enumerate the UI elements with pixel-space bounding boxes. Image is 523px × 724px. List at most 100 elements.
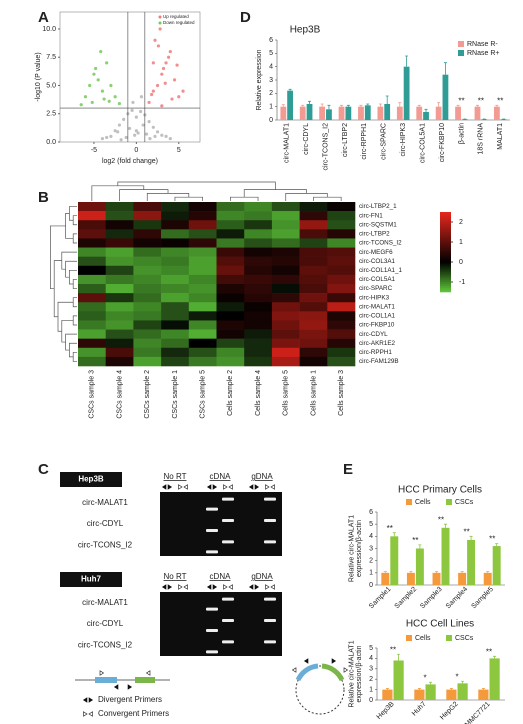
- gel-row: circ-MALAT1: [82, 498, 128, 507]
- gel-band: [206, 629, 218, 632]
- colorbar-segment: [440, 230, 451, 233]
- bar: [489, 658, 500, 700]
- point: [134, 115, 138, 119]
- heat-cell: [161, 211, 190, 221]
- y-tick-label: 3: [369, 545, 373, 552]
- significance: **: [412, 536, 418, 545]
- row-label: circ-HIPK3: [359, 294, 390, 301]
- colorbar-segment: [440, 238, 451, 241]
- heat-cell: [188, 265, 217, 276]
- bar: [406, 572, 415, 585]
- significance: **: [438, 515, 444, 524]
- chart-title: HCC Primary Cells: [398, 485, 482, 496]
- heat-cell: [271, 274, 300, 285]
- heat-cell: [105, 229, 134, 239]
- y-tick-label: 4: [269, 64, 273, 71]
- heat-cell: [299, 274, 328, 285]
- y-axis-label: Relative circ-MALAT1expression/β-actin: [348, 515, 363, 582]
- y-tick-label: 3: [369, 666, 373, 673]
- y-tick-label: 0: [369, 582, 373, 589]
- legend-label: CSCs: [455, 499, 474, 506]
- primer-icon: [183, 484, 188, 490]
- point: [113, 129, 117, 133]
- point: [105, 61, 109, 65]
- column-label: CSCs sample 2: [144, 370, 151, 419]
- heat-cell: [188, 293, 217, 303]
- heat-cell: [299, 220, 328, 230]
- row-label: circ-AKR1E2: [359, 340, 396, 347]
- colorbar-segment: [440, 236, 451, 239]
- heat-cell: [216, 247, 245, 257]
- heat-cell: [271, 265, 300, 276]
- row-label: circ-COL3A1: [359, 258, 396, 265]
- colorbar-segment: [440, 228, 451, 231]
- bar: [414, 689, 425, 700]
- x-tick-label: circ-SPARC: [381, 123, 388, 160]
- heat-cell: [161, 247, 190, 257]
- colorbar-label: 0: [459, 259, 463, 266]
- heat-cell: [216, 347, 245, 358]
- primer-icon: [331, 658, 337, 664]
- error-bar: [359, 104, 363, 107]
- heat-cell: [244, 293, 273, 303]
- heat-cell: [105, 274, 134, 285]
- heat-cell: [78, 356, 106, 367]
- heat-cell: [299, 356, 328, 367]
- heat-cell: [216, 356, 245, 367]
- bar: [455, 106, 461, 120]
- colorbar-segment: [440, 256, 451, 259]
- heat-cell: [78, 347, 106, 358]
- colorbar-segment: [440, 270, 451, 273]
- dendrogram: [65, 260, 77, 278]
- y-tick-label: 0: [269, 117, 273, 124]
- primer-icon: [248, 484, 254, 490]
- heat-cell: [271, 256, 300, 267]
- column-label: Cells sample 4: [255, 370, 262, 416]
- heat-cell: [299, 338, 328, 349]
- heat-cell: [161, 356, 190, 367]
- bar: [461, 119, 468, 120]
- dendrogram: [72, 351, 77, 362]
- colorbar-segment: [440, 264, 451, 267]
- heat-cell: [327, 356, 356, 367]
- primer-icon: [167, 584, 173, 590]
- y-tick-label: 2: [369, 558, 373, 565]
- y-tick-label: 6: [269, 37, 273, 44]
- heat-cell: [78, 329, 106, 339]
- heat-cell: [327, 238, 356, 248]
- heat-cell: [327, 247, 356, 257]
- heat-cell: [271, 356, 300, 367]
- colorbar-segment: [440, 276, 451, 279]
- primer-icon: [206, 584, 212, 590]
- bar: [500, 119, 507, 120]
- heat-cell: [271, 320, 300, 330]
- y-tick-label: 1: [369, 570, 373, 577]
- error-bar: [469, 535, 473, 540]
- bar: [306, 104, 313, 120]
- gel-band: [264, 540, 276, 544]
- primer-icon: [228, 584, 233, 590]
- heat-cell: [105, 247, 134, 257]
- primer-icon: [228, 484, 233, 490]
- primer-legend: Convergent Primers: [98, 709, 169, 718]
- heat-cell: [133, 274, 162, 285]
- column-label: Cells sample 5: [283, 370, 290, 416]
- row-label: circ-LTBP2_1: [359, 203, 397, 210]
- colorbar-segment: [440, 242, 451, 245]
- significance: **: [387, 524, 393, 533]
- heat-cell: [133, 302, 162, 312]
- bar: [474, 106, 481, 120]
- primer-icon: [212, 584, 218, 590]
- colorbar-segment: [440, 262, 451, 265]
- legend-swatch: [158, 15, 162, 19]
- colorbar-segment: [440, 240, 451, 243]
- y-axis-label-line: expression/β-actin: [356, 520, 363, 577]
- y-tick-label: 1: [369, 686, 373, 693]
- legend-swatch: [446, 499, 452, 505]
- point: [141, 123, 145, 127]
- heat-cell: [271, 220, 300, 230]
- point: [181, 89, 185, 93]
- error-bar: [443, 62, 447, 75]
- heat-cell: [216, 211, 245, 221]
- primer-icon: [88, 711, 93, 717]
